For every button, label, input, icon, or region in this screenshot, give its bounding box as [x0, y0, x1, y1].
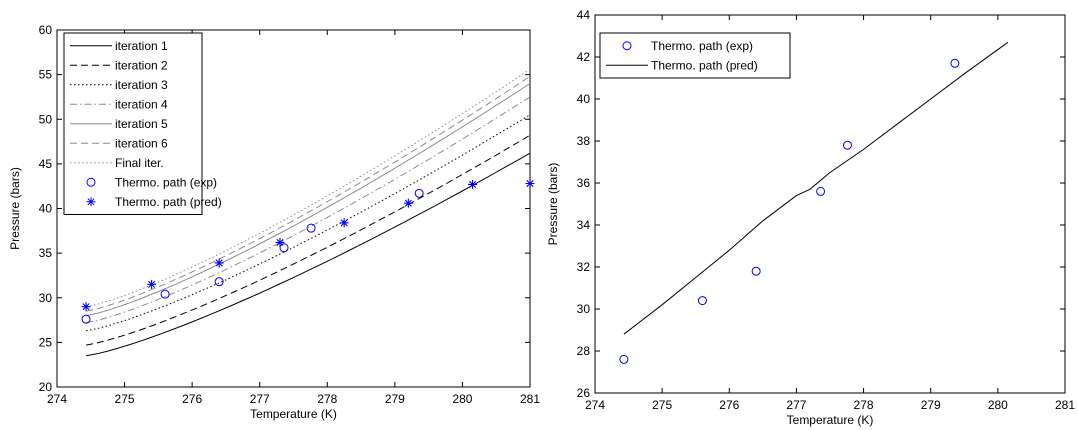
legend-label: Thermo. path (pred): [115, 195, 222, 209]
legend-label: iteration 5: [115, 117, 168, 131]
legend-label: iteration 6: [115, 136, 168, 150]
y-tick-label: 34: [577, 218, 591, 232]
x-tick-label: 276: [182, 392, 202, 406]
marker-star: [339, 218, 349, 228]
legend-label: Final iter.: [115, 156, 164, 170]
x-tick-label: 281: [1055, 398, 1075, 412]
series-line-5: [86, 75, 531, 312]
y-tick-label: 44: [577, 8, 591, 22]
series-line-3: [86, 96, 531, 324]
legend: iteration 1 iteration 2 iteration 3 iterati…: [63, 32, 222, 215]
legend-star-swatch: [86, 197, 96, 207]
x-tick-label: 279: [385, 392, 405, 406]
legend-label: iteration 2: [115, 58, 168, 72]
y-tick-label: 26: [577, 386, 591, 400]
x-tick-label: 274: [585, 398, 605, 412]
y-tick-label: 60: [39, 23, 53, 37]
y-tick-label: 20: [39, 380, 53, 394]
legend-circle-swatch: [86, 177, 96, 187]
marker-circle: [306, 223, 316, 233]
x-tick-label: 278: [854, 398, 874, 412]
x-tick-label: 277: [250, 392, 270, 406]
x-tick-label: 274: [47, 392, 67, 406]
legend: Thermo. path (exp) Thermo. path (pred): [599, 32, 791, 79]
series-line-6: [85, 68, 531, 308]
y-axis-label: Pressure (bars): [8, 167, 22, 250]
y-tick-label: 36: [577, 176, 591, 190]
x-tick-label: 275: [652, 398, 672, 412]
x-tick-label: 277: [786, 398, 806, 412]
legend-label: Thermo. path (pred): [651, 58, 758, 72]
marker-circle: [751, 266, 761, 276]
left-chart: 274 275 276 277 278 279 280 281 20 25 30 35 40 45 50 55…: [8, 23, 540, 421]
series-line-2: [86, 114, 531, 332]
x-tick-label: 280: [988, 398, 1008, 412]
marker-circle: [619, 354, 629, 364]
x-tick-label: 279: [921, 398, 941, 412]
x-tick-label: 280: [452, 392, 472, 406]
series-line-4: [86, 83, 531, 317]
y-tick-label: 42: [577, 50, 591, 64]
right-chart: 274 275 276 277 278 279 280 281 26 28 30 32 34 36 38 40…: [546, 8, 1075, 427]
legend-label: Thermo. path (exp): [115, 175, 217, 189]
marker-star: [275, 237, 285, 247]
y-tick-label: 30: [39, 291, 53, 305]
series-line-0: [86, 152, 531, 357]
y-tick-label: 35: [39, 246, 53, 260]
marker-star: [147, 279, 157, 289]
marker-circle: [81, 314, 91, 324]
y-tick-label: 32: [577, 260, 591, 274]
marker-circle: [697, 296, 707, 306]
marker-circle: [279, 243, 289, 253]
legend-label: iteration 3: [115, 78, 168, 92]
legend-label: iteration 4: [115, 97, 168, 111]
legend-circle-swatch: [622, 41, 632, 51]
marker-star: [468, 179, 478, 189]
y-tick-label: 45: [39, 157, 53, 171]
y-tick-label: 50: [39, 112, 53, 126]
x-tick-label: 275: [115, 392, 135, 406]
y-tick-label: 25: [39, 335, 53, 349]
x-tick-label: 281: [520, 392, 540, 406]
marker-circle: [214, 277, 224, 287]
series-line-0: [623, 41, 1009, 335]
marker-circle: [842, 140, 852, 150]
marker-circle: [414, 188, 424, 198]
marker-circle: [160, 289, 170, 299]
y-tick-label: 38: [577, 134, 591, 148]
marker-star: [81, 302, 91, 312]
y-tick-label: 55: [39, 68, 53, 82]
y-tick-label: 40: [39, 202, 53, 216]
y-tick-label: 30: [577, 302, 591, 316]
y-axis-label: Pressure (bars): [546, 163, 560, 246]
x-tick-label: 276: [719, 398, 739, 412]
y-tick-label: 28: [577, 344, 591, 358]
marker-circle: [950, 58, 960, 68]
legend-label: iteration 1: [115, 39, 168, 53]
marker-circle: [816, 186, 826, 196]
x-axis-label: Temperature (K): [250, 407, 337, 421]
marker-star: [403, 198, 413, 208]
y-tick-label: 40: [577, 92, 591, 106]
marker-star: [525, 179, 535, 189]
marker-star: [214, 258, 224, 268]
x-axis-label: Temperature (K): [787, 413, 874, 427]
x-tick-label: 278: [317, 392, 337, 406]
legend-box: [599, 32, 791, 79]
legend-label: Thermo. path (exp): [651, 39, 753, 53]
